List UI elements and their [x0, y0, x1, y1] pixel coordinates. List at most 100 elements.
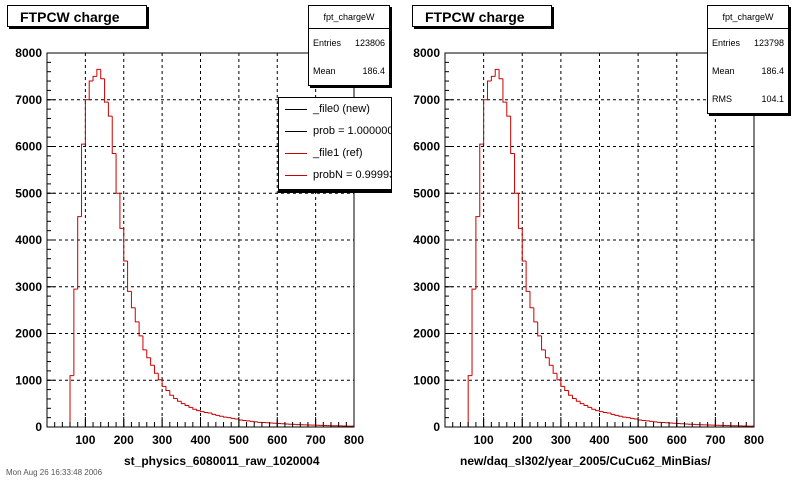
histogram-bin — [591, 407, 596, 410]
histogram-bin — [173, 395, 178, 399]
histogram-bin — [119, 193, 124, 229]
x-tick-label: 600 — [267, 433, 287, 447]
pad-left: 0 1000 2000 3000 4000 5000 6000 7000 8000 100 200 3… — [7, 5, 392, 468]
histogram-bin — [230, 417, 236, 419]
pad-right: 0 1000 2000 3000 4000 5000 6000 7000 8000 100 200 3… — [400, 0, 800, 480]
legend-entry: probN = 0.999932 — [279, 164, 391, 186]
y-tick-label: 7000 — [15, 93, 42, 107]
histogram-bin — [215, 414, 220, 416]
x-axis-title: st_physics_6080011_raw_1020004 — [124, 454, 320, 468]
stats-box: fpt_chargeW Entries 123806 Mean 186.4 — [308, 5, 390, 86]
histogram-bin — [111, 116, 117, 155]
stats-label: Entries — [712, 38, 741, 48]
legend-label: _file0 (new) — [313, 103, 370, 115]
histogram-bin — [180, 401, 186, 405]
y-tick-label: 7000 — [413, 93, 440, 107]
histogram-bin — [165, 386, 170, 392]
histogram-bin — [510, 116, 515, 155]
legend-label: probN = 0.999932 — [313, 169, 391, 181]
y-tick-label: 2000 — [15, 327, 42, 341]
x-tick-label: 700 — [705, 433, 725, 447]
stats-label: Mean — [313, 66, 336, 76]
histogram-bin — [176, 398, 182, 402]
histogram-bin — [169, 390, 174, 396]
y-tick-label: 0 — [35, 420, 42, 434]
histogram-bin — [610, 412, 615, 415]
histogram-bin — [196, 409, 201, 412]
x-tick-label: 600 — [667, 433, 687, 447]
histogram-bin — [595, 409, 600, 412]
histogram-bin — [188, 405, 193, 408]
legend-entry: prob = 1.000000 — [279, 120, 391, 142]
histogram-bin — [238, 419, 243, 421]
stats-row: Mean 186.4 — [309, 57, 389, 85]
histogram-bin — [92, 75, 97, 82]
histogram-bin — [517, 193, 523, 229]
y-tick-label: 0 — [433, 420, 440, 434]
stats-label: Entries — [313, 38, 342, 48]
legend-label: prob = 1.000000 — [313, 125, 392, 137]
histogram-bin — [552, 365, 558, 374]
histogram-bin — [579, 401, 585, 405]
y-tick-label: 2000 — [413, 327, 440, 341]
histogram-bin — [77, 216, 82, 290]
histogram-bin — [564, 386, 569, 392]
x-tick-label: 500 — [229, 433, 249, 447]
histogram-bin — [629, 417, 635, 419]
histogram-bin — [544, 349, 550, 359]
chart-title: FTPCW charge — [412, 5, 552, 27]
histogram-bin — [560, 379, 565, 387]
histogram-bin — [157, 373, 163, 381]
stats-row: Mean 186.4 — [708, 57, 788, 85]
histogram-bin — [142, 335, 147, 351]
histogram-right: 0 1000 2000 3000 4000 5000 6000 7000 8000 100 200 3… — [413, 46, 764, 447]
histogram-bin — [479, 143, 484, 217]
stats-value: 123806 — [354, 38, 385, 48]
histogram-bin — [529, 291, 534, 309]
histogram-bin — [123, 228, 128, 262]
histogram-bin — [73, 288, 78, 376]
y-tick-label: 3000 — [413, 280, 440, 294]
histogram-bin — [192, 407, 197, 410]
histogram-bin — [498, 69, 503, 80]
stats-label: Mean — [712, 66, 735, 76]
histogram-left: 0 1000 2000 3000 4000 5000 6000 7000 8000 100 200 3… — [15, 46, 364, 447]
footer-timestamp: Mon Aug 26 16:33:48 2006 — [6, 468, 103, 477]
x-axis-title: new/daq_sl302/year_2005/CuCu62_MinBias/ — [460, 454, 711, 468]
histogram-bin — [614, 414, 619, 416]
legend-swatch — [285, 131, 307, 132]
histogram-bin — [203, 411, 209, 414]
legend-swatch — [285, 175, 307, 176]
histogram-bin — [575, 398, 581, 402]
y-tick-label: 5000 — [15, 186, 42, 200]
histogram-bin — [541, 335, 546, 351]
y-tick-label: 6000 — [15, 140, 42, 154]
x-tick-label: 200 — [114, 433, 134, 447]
histogram-bin — [494, 68, 500, 77]
y-tick-label: 4000 — [15, 233, 42, 247]
histogram-bin — [184, 403, 189, 406]
chart-title: FTPCW charge — [7, 5, 147, 27]
stats-name: fpt_chargeW — [708, 6, 788, 29]
x-tick-label: 300 — [551, 433, 571, 447]
stats-value: 186.4 — [362, 66, 385, 76]
histogram-bin — [483, 99, 488, 145]
histogram-bin — [521, 228, 527, 262]
legend-entry: _file1 (ref) — [279, 142, 391, 164]
histogram-bin — [211, 412, 216, 415]
stats-box: fpt_chargeW Entries 123798 Mean 186.4 RM… — [707, 5, 789, 114]
histogram-bin — [618, 415, 623, 417]
histogram-bin — [471, 288, 476, 376]
y-tick-label: 3000 — [15, 280, 42, 294]
histogram-bin — [568, 390, 573, 396]
histogram-bin — [107, 102, 113, 117]
histogram-bin — [475, 216, 480, 290]
histogram-bin — [100, 69, 105, 80]
legend: _file0 (new) prob = 1.000000 _file1 (ref… — [278, 97, 392, 193]
x-tick-label: 800 — [744, 433, 764, 447]
x-tick-label: 400 — [190, 433, 210, 447]
histogram-bin — [506, 102, 511, 117]
y-tick-label: 1000 — [15, 373, 42, 387]
x-tick-label: 300 — [152, 433, 172, 447]
histogram-bin — [219, 415, 224, 417]
